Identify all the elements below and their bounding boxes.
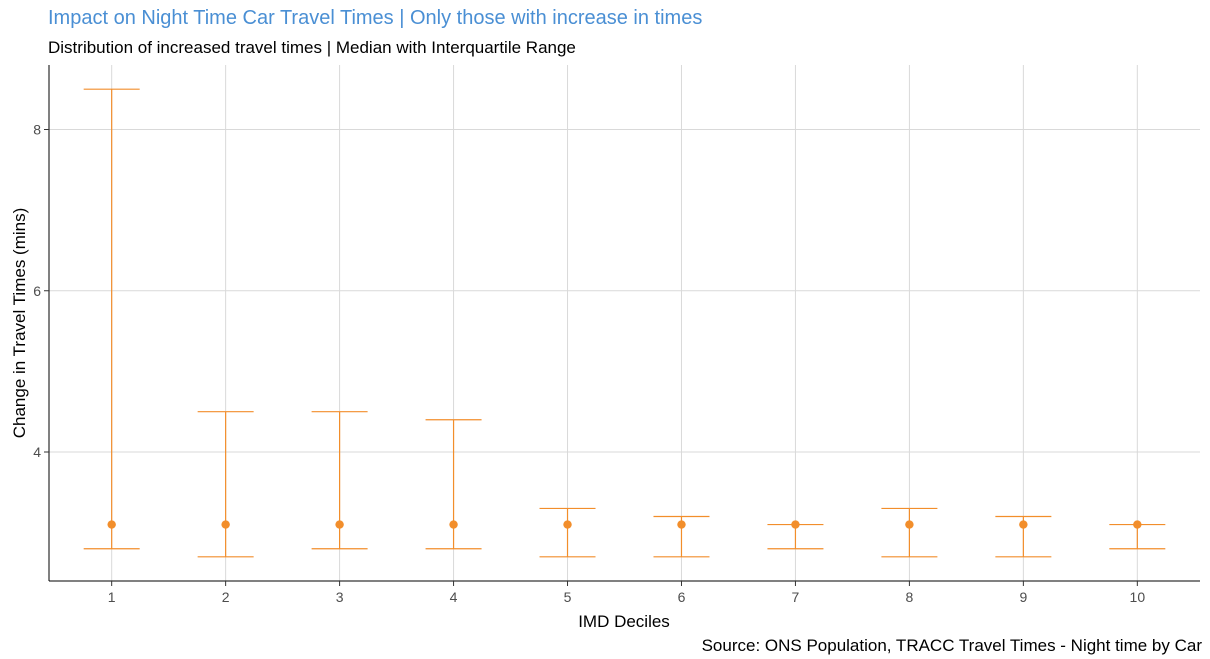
median-point: [791, 520, 800, 529]
median-point: [221, 520, 230, 529]
error-bar-group: [539, 507, 596, 558]
median-point: [449, 520, 458, 529]
chart-caption: Source: ONS Population, TRACC Travel Tim…: [701, 636, 1202, 655]
x-tick-label: 5: [564, 589, 572, 605]
y-tick-label: 8: [33, 122, 41, 138]
x-tick-label: 9: [1019, 589, 1027, 605]
axes: [48, 65, 1200, 582]
median-point: [677, 520, 686, 529]
y-tick-label: 4: [33, 444, 41, 460]
error-bar-group: [995, 515, 1052, 558]
x-axis-title: IMD Deciles: [578, 612, 670, 631]
error-bar-group: [311, 411, 368, 550]
error-bar-group: [83, 88, 140, 550]
median-point: [107, 520, 116, 529]
median-point: [563, 520, 572, 529]
error-bars: [83, 88, 1166, 558]
median-point: [1133, 520, 1142, 529]
median-point: [335, 520, 344, 529]
x-tick-label: 6: [678, 589, 686, 605]
error-bar-group: [425, 419, 482, 550]
grid-lines: [49, 65, 1200, 581]
error-bar-group: [881, 507, 938, 558]
median-point: [905, 520, 914, 529]
chart-subtitle: Distribution of increased travel times |…: [48, 38, 576, 57]
median-point: [1019, 520, 1028, 529]
y-tick-label: 6: [33, 283, 41, 299]
error-bar-group: [197, 411, 254, 558]
error-bar-group: [653, 515, 710, 558]
error-bar-group: [1109, 520, 1166, 550]
y-axis-title: Change in Travel Times (mins): [10, 208, 29, 439]
x-tick-label: 4: [450, 589, 458, 605]
error-bar-group: [767, 520, 824, 550]
tick-labels: 1 2 3 4 5 6 7 8 9 10 4 6 8: [33, 122, 1145, 606]
x-tick-label: 3: [336, 589, 344, 605]
x-tick-label: 1: [108, 589, 116, 605]
chart-title: Impact on Night Time Car Travel Times | …: [48, 7, 703, 29]
x-tick-label: 10: [1130, 589, 1146, 605]
x-tick-label: 7: [792, 589, 800, 605]
x-tick-label: 8: [906, 589, 914, 605]
x-tick-label: 2: [222, 589, 230, 605]
